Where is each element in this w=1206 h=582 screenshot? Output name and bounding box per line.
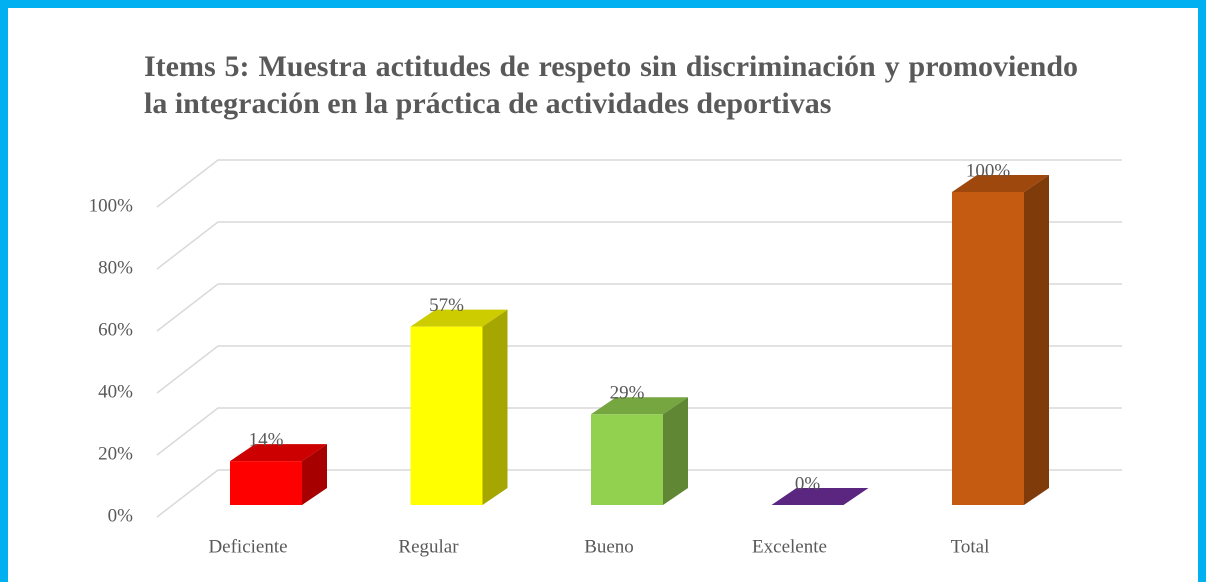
grid-line: [156, 221, 1122, 270]
y-tick-label: 100%: [89, 195, 134, 216]
bar-side: [482, 309, 508, 505]
y-tick-label: 80%: [98, 257, 133, 278]
bar-top: [591, 397, 688, 415]
x-tick-label: Regular: [398, 536, 459, 557]
bar-top: [771, 488, 869, 505]
data-label: 57%: [429, 295, 464, 316]
data-label: 29%: [610, 383, 645, 404]
x-tick-label: Deficiente: [208, 536, 287, 557]
grid-line: [156, 407, 1122, 456]
bar: [410, 309, 508, 505]
chart-title: Items 5: Muestra actitudes de respeto si…: [144, 50, 1078, 120]
bar-front: [591, 414, 663, 505]
bar-top: [952, 175, 1049, 192]
y-tick-label: 60%: [98, 319, 133, 340]
bar-side: [663, 397, 688, 505]
bar-side: [1024, 175, 1049, 505]
bar: [771, 488, 869, 505]
bar-top: [230, 444, 327, 462]
bar: [591, 397, 688, 505]
bar-side: [302, 444, 327, 505]
bar-front: [952, 192, 1024, 505]
bar-front: [230, 461, 302, 505]
data-label: 14%: [249, 430, 284, 451]
x-tick-label: Total: [951, 536, 990, 557]
bar: [230, 444, 327, 505]
data-label: 100%: [966, 160, 1011, 181]
bar-front: [410, 326, 483, 505]
y-tick-label: 20%: [98, 443, 133, 464]
grid-line: [156, 283, 1122, 332]
x-tick-label: Bueno: [584, 536, 634, 557]
bar: [952, 175, 1049, 505]
y-tick-label: 40%: [98, 381, 133, 402]
y-tick-label: 0%: [108, 505, 134, 526]
grid-line: [156, 345, 1122, 394]
x-tick-label: Excelente: [752, 536, 827, 557]
bar-top: [410, 309, 508, 327]
data-label: 0%: [795, 473, 821, 494]
grid-line: [156, 469, 1122, 518]
grid-line: [156, 159, 1122, 208]
